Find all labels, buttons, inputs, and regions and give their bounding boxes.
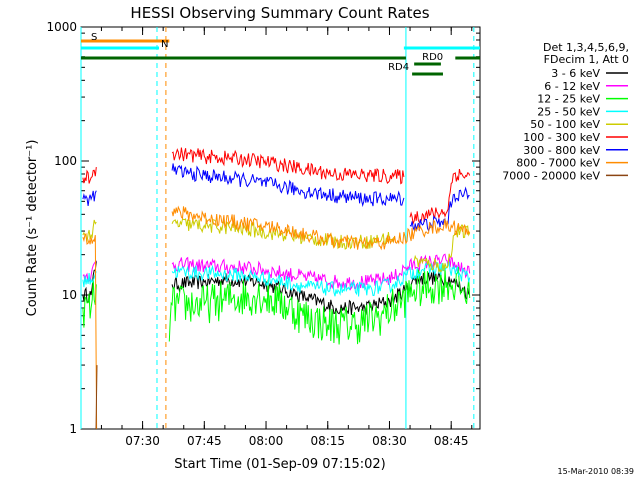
series-line [171,147,405,185]
series-line [171,218,395,250]
legend-label: 3 - 6 keV [551,67,600,80]
x-tick-label: 08:30 [372,434,407,448]
y-tick-label: 1 [69,422,77,436]
series-line [413,224,471,273]
x-axis-label: Start Time (01-Sep-09 07:15:02) [174,457,385,472]
series-line [82,190,97,206]
x-tick-label: 07:45 [187,434,222,448]
x-tick-label: 07:30 [125,434,160,448]
footer-timestamp: 15-Mar-2010 08:39 [558,467,635,476]
legend-label: 800 - 7000 keV [516,157,600,170]
legend-label: 25 - 50 keV [537,105,600,118]
legend-label: 50 - 100 keV [530,118,600,131]
series-line [409,168,471,226]
legend-label: 12 - 25 keV [537,93,600,106]
series-line [82,271,97,288]
x-tick-label: 08:15 [310,434,345,448]
series-line [171,205,471,251]
chart-title: HESSI Observing Summary Count Rates [130,4,429,22]
y-tick-label: 1000 [46,20,77,34]
series-line [82,167,97,184]
series-line [95,365,98,430]
status-bar-label: N [161,39,168,50]
legend: Det 1,3,4,5,6,9,FDecim 1, Att 03 - 6 keV… [502,41,629,182]
plot-area: 1 10 100 1000 07:30 07:45 08:00 08:15 08:30 08:45… [46,20,481,448]
legend-label: 100 - 300 keV [523,131,600,144]
status-bar-label: RD0 [422,52,443,63]
series-line [168,266,471,345]
legend-label: 300 - 800 keV [523,144,600,157]
legend-label: 7000 - 20000 keV [502,169,600,182]
status-bar-label: RD4 [388,62,409,73]
status-bar-label: S [91,32,97,43]
series-line [171,271,471,316]
legend-label: 6 - 12 keV [544,80,600,93]
series-line [82,279,97,328]
series-line [82,233,98,430]
y-tick-label: 10 [62,288,77,302]
series-line [171,261,471,297]
y-tick-label: 100 [54,154,77,168]
x-tick-label: 08:00 [249,434,284,448]
legend-header: FDecim 1, Att 0 [544,53,629,66]
legend-header: Det 1,3,4,5,6,9, [543,41,629,54]
x-tick-label: 08:45 [434,434,469,448]
y-axis-label: Count Rate (s⁻¹ detector⁻¹) [25,140,40,317]
series-line [409,186,470,232]
series-line [171,163,405,208]
